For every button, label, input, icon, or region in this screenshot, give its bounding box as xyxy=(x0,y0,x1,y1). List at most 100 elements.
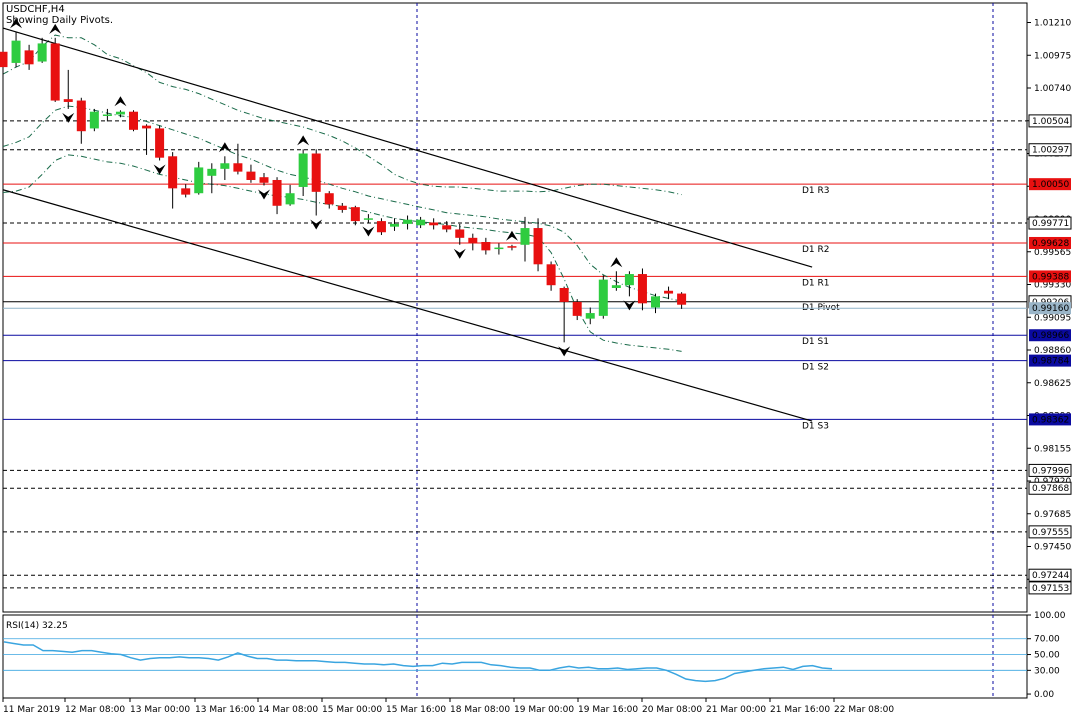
x-axis-tick-label: 22 Mar 08:00 xyxy=(834,705,894,715)
current-price-tag: 0.99160 xyxy=(1032,304,1069,314)
rsi-plot-frame xyxy=(2,614,1028,699)
dashed-level-tag-box xyxy=(1028,216,1072,230)
candle-body xyxy=(311,153,321,192)
rsi-axis-tick-label: 70.00 xyxy=(1034,635,1060,645)
candle-body xyxy=(533,228,543,265)
candle-body xyxy=(11,40,21,63)
candle-body xyxy=(50,43,60,101)
candle-body xyxy=(637,274,647,304)
fractal-up-arrow xyxy=(49,23,62,34)
y-axis-tick-label: 0.97685 xyxy=(1034,510,1071,520)
dashed-level-tag: 0.97244 xyxy=(1032,571,1069,581)
candle-body xyxy=(0,51,8,68)
candle-body xyxy=(102,114,112,116)
pivot-level-tag-box xyxy=(1029,329,1071,342)
candle-body xyxy=(677,293,687,305)
dashed-level-tag-box xyxy=(1028,481,1072,495)
pivot-level-tag: 0.98784 xyxy=(1032,357,1069,367)
pivot-level-tag: 0.99388 xyxy=(1032,272,1069,282)
candle-body xyxy=(611,285,621,288)
pivot-level-tag-box xyxy=(1029,178,1071,191)
y-axis-tick-label: 0.97450 xyxy=(1034,543,1071,553)
rsi-axis-tick-label: 30.00 xyxy=(1034,666,1060,676)
candle-body xyxy=(194,167,204,194)
candle-body xyxy=(142,125,152,129)
x-axis-tick-label: 21 Mar 00:00 xyxy=(706,705,766,715)
candle-body xyxy=(207,168,217,176)
candle-body xyxy=(468,237,478,244)
fractal-down-arrow xyxy=(153,164,166,175)
candle-body xyxy=(233,163,243,172)
pivot-level-tag-box xyxy=(1029,270,1071,283)
candle-body xyxy=(24,50,34,65)
y-axis-tick-label: 0.99330 xyxy=(1034,281,1071,291)
candle-body xyxy=(585,313,595,319)
fractal-down-arrow xyxy=(62,112,75,123)
candle-body xyxy=(363,218,373,220)
candle-body xyxy=(63,99,73,102)
pivot-level-tag: 0.98966 xyxy=(1032,331,1069,341)
x-axis-tick-label: 20 Mar 08:00 xyxy=(642,705,702,715)
fractal-down-arrow xyxy=(258,189,270,200)
pivot-label: D1 R1 xyxy=(802,278,830,288)
x-axis-tick-label: 11 Mar 2019 xyxy=(3,705,60,715)
fractal-down-arrow xyxy=(453,248,466,259)
pivot-level-tag: 0.98362 xyxy=(1032,415,1069,425)
current-price-tag-box xyxy=(1029,302,1071,315)
candle-body xyxy=(181,188,191,195)
candle-body xyxy=(89,111,99,129)
candle-body xyxy=(76,100,86,132)
candle-body xyxy=(507,246,517,248)
dashed-level-tag-box xyxy=(1028,581,1072,595)
rsi-series-line xyxy=(3,641,833,683)
candle-body xyxy=(324,193,334,205)
fractal-down-arrow xyxy=(362,226,375,237)
y-axis-tick-label: 0.99565 xyxy=(1034,248,1071,258)
pivot-level-tag-box xyxy=(1029,354,1071,367)
dashed-level-tag: 0.97996 xyxy=(1032,466,1069,476)
candle-body xyxy=(598,279,608,316)
candle-body xyxy=(390,223,399,227)
candle-body xyxy=(246,171,256,180)
fractal-up-arrow xyxy=(114,96,127,107)
candle-body xyxy=(455,229,465,238)
dashed-level-tag-box xyxy=(1028,525,1072,539)
candle-body xyxy=(376,221,386,233)
pivot-level-tag-box xyxy=(1029,413,1071,426)
pivot-level-tag: 0.99628 xyxy=(1032,239,1069,249)
candle-body xyxy=(37,43,47,62)
pivot-label: D1 S1 xyxy=(802,337,829,347)
dashed-level-tag-box xyxy=(1028,143,1072,157)
main-plot-frame xyxy=(2,2,1028,613)
fractal-down-arrow xyxy=(310,219,323,230)
x-axis-tick-label: 19 Mar 16:00 xyxy=(578,705,638,715)
x-axis-tick-label: 13 Mar 00:00 xyxy=(130,705,190,715)
fractal-up-arrow xyxy=(610,257,623,268)
dashed-level-tag-box xyxy=(1028,568,1072,582)
y-axis-tick-label: 0.98625 xyxy=(1034,379,1071,389)
candle-body xyxy=(285,193,295,205)
middle-envelope-line xyxy=(2,105,682,302)
pivot-level-tag: 1.00050 xyxy=(1032,180,1069,190)
candle-body xyxy=(494,247,504,250)
candle-body xyxy=(272,179,282,206)
candle-body xyxy=(259,177,269,183)
dashed-level-tag: 0.97868 xyxy=(1032,484,1069,494)
chart-symbol-title: USDCHF,H4 xyxy=(6,4,65,15)
rsi-label: RSI(14) 32.25 xyxy=(6,621,68,631)
fractal-down-arrow xyxy=(623,300,636,311)
candle-body xyxy=(298,153,308,187)
candle-body xyxy=(115,111,125,115)
trend-channel-line xyxy=(2,189,813,422)
candle-body xyxy=(403,219,413,224)
candle-body xyxy=(337,205,347,210)
x-axis-tick-label: 12 Mar 08:00 xyxy=(65,705,125,715)
rsi-axis-tick-label: 0.00 xyxy=(1034,690,1054,700)
dashed-level-tag: 0.97555 xyxy=(1032,528,1069,538)
fractal-down-arrow xyxy=(558,346,571,357)
candle-body xyxy=(664,290,674,294)
y-axis-tick-label: 0.98155 xyxy=(1034,444,1071,454)
x-axis-tick-label: 15 Mar 00:00 xyxy=(322,705,382,715)
